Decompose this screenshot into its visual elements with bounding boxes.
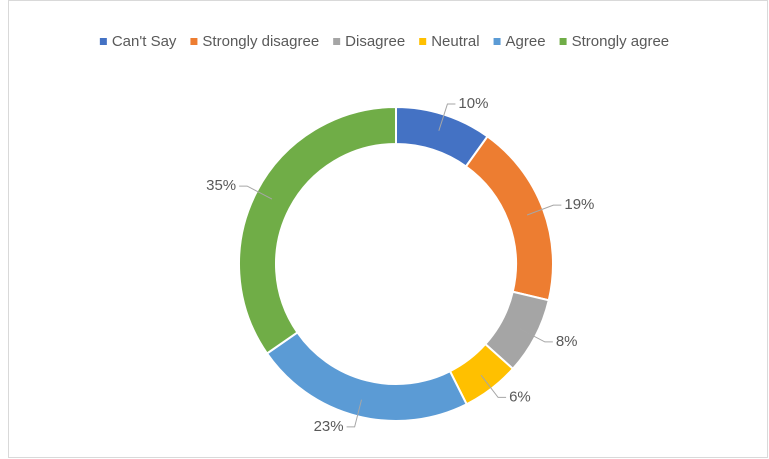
legend-label: Strongly agree <box>572 33 670 50</box>
data-label: 23% <box>314 418 344 435</box>
data-label: 8% <box>556 333 578 350</box>
legend: Can't Say Strongly disagree Disagree Neutra… <box>99 33 670 50</box>
data-label: 19% <box>564 196 594 213</box>
leader-line <box>526 204 562 216</box>
chart-area <box>8 0 768 458</box>
legend-label: Can't Say <box>112 33 177 50</box>
legend-swatch <box>559 38 567 45</box>
donut-segment <box>238 105 397 355</box>
leader-line <box>346 399 363 428</box>
leader-line <box>438 103 456 131</box>
data-label: 6% <box>509 388 531 405</box>
leader-line <box>239 185 273 200</box>
legend-label: Disagree <box>345 33 405 50</box>
leader-line <box>480 374 507 398</box>
data-label: 35% <box>206 177 236 194</box>
leader-line <box>519 328 553 343</box>
legend-label: Strongly disagree <box>202 33 319 50</box>
legend-swatch <box>190 38 198 45</box>
legend-swatch <box>99 38 107 45</box>
legend-swatch <box>333 38 341 45</box>
data-label: 10% <box>458 95 488 112</box>
legend-label: Neutral <box>431 33 479 50</box>
legend-swatch <box>419 38 427 45</box>
legend-swatch <box>493 38 501 45</box>
legend-label: Agree <box>506 33 546 50</box>
